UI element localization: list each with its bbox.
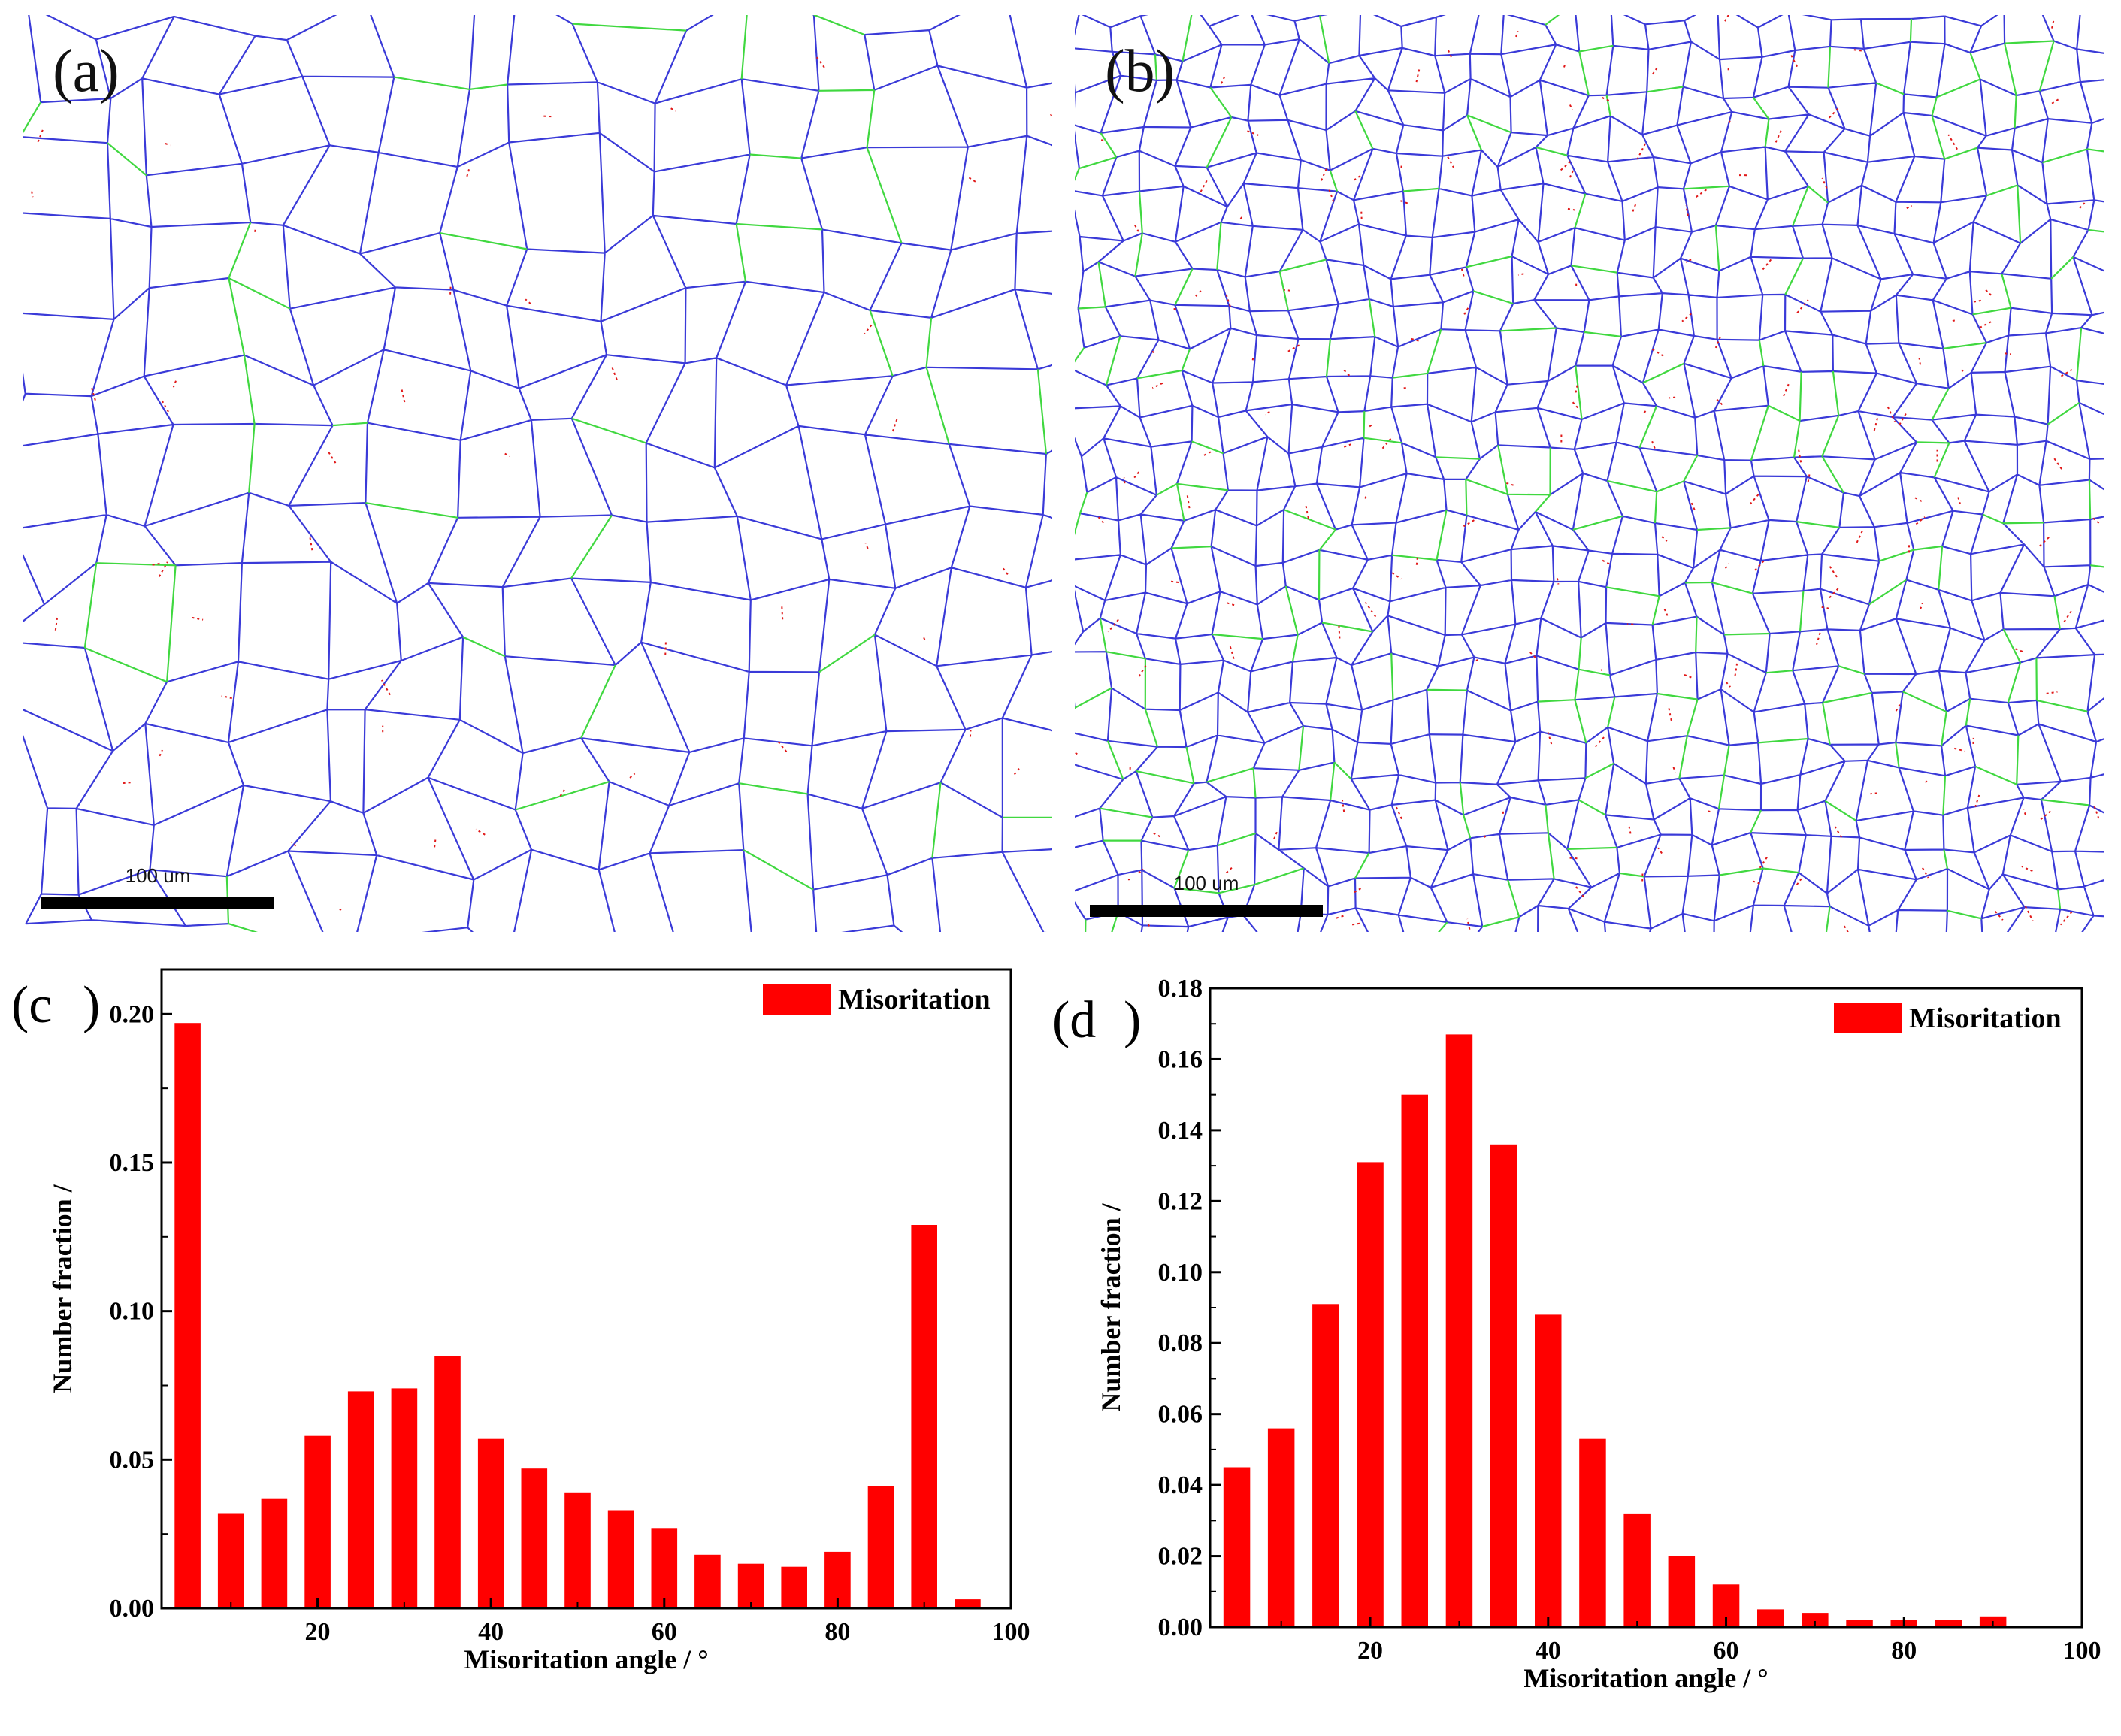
chart-c-legend-swatch — [763, 984, 831, 1015]
panel-label-a: (a) — [53, 38, 120, 104]
chart-d-ytick-label: 0.02 — [1158, 1543, 1203, 1571]
map-a-high-angle-boundaries — [23, 15, 1052, 932]
chart-c-panel-label-close: ) — [83, 976, 100, 1034]
chart-d-xtick-label: 20 — [1357, 1637, 1383, 1665]
chart-c-ytick-label: 0.20 — [110, 1000, 155, 1028]
chart-d-bar-30 — [1445, 1034, 1473, 1627]
chart-c-bar-30 — [391, 1388, 418, 1608]
chart-d-xtick-label: 80 — [1891, 1637, 1917, 1665]
chart-d-ytick-label: 0.14 — [1158, 1117, 1203, 1145]
chart-c-ytick-label: 0.10 — [110, 1298, 155, 1326]
chart-d-ytick-label: 0.00 — [1158, 1614, 1203, 1641]
chart-c-bar-85 — [867, 1486, 894, 1608]
misorientation-histogram-c: 0.00 0.05 0.10 0.15 0.20 20 40 60 80 100 Misoritat… — [11, 968, 1030, 1674]
chart-d-ytick-label: 0.06 — [1158, 1401, 1203, 1429]
chart-c-bar-15 — [261, 1498, 288, 1608]
chart-d-legend-swatch — [1834, 1003, 1902, 1033]
map-b-twin-boundaries — [1075, 15, 2104, 932]
chart-c-xtick-label: 100 — [992, 1618, 1030, 1646]
chart-c-bar-60 — [651, 1528, 678, 1608]
chart-d-ytick-label: 0.10 — [1158, 1259, 1203, 1287]
chart-c-ytick-label: 0.15 — [110, 1149, 155, 1177]
chart-d-xtick-label: 100 — [2063, 1637, 2101, 1665]
chart-c-bar-65 — [694, 1554, 721, 1608]
map-a-low-angle-boundaries — [31, 56, 1052, 912]
chart-d-bar-5 — [1223, 1467, 1251, 1627]
chart-c-bar-20 — [304, 1435, 331, 1608]
scalebar-line-b — [1090, 905, 1323, 917]
chart-c-bar-25 — [347, 1391, 374, 1608]
chart-d-ytick-label: 0.18 — [1158, 975, 1203, 1003]
misorientation-histogram-d: 0.00 0.02 0.04 0.06 0.08 0.10 0.12 0.14 0.16 0.18… — [1052, 975, 2101, 1693]
chart-c-legend-label: Misoritation — [838, 984, 991, 1015]
chart-c-bar-50 — [564, 1492, 591, 1608]
map-a-twin-boundaries — [23, 15, 1052, 932]
chart-d-bar-35 — [1490, 1144, 1517, 1627]
chart-d-bar-25 — [1401, 1094, 1428, 1627]
map-b-high-angle-boundaries — [1075, 15, 2104, 932]
ebsd-map-b — [1075, 15, 2104, 932]
chart-d-bar-65 — [1757, 1609, 1784, 1627]
scalebar-a: 100 um — [41, 864, 274, 917]
chart-d-bar-55 — [1668, 1556, 1696, 1627]
chart-d-bar-50 — [1623, 1513, 1651, 1627]
chart-c-ylabel: Number fraction / — [47, 1184, 77, 1393]
chart-d-bar-85 — [1935, 1620, 1962, 1627]
chart-c-ytick-label: 0.05 — [110, 1446, 155, 1474]
scalebar-b: 100 um — [1090, 872, 1323, 924]
panel-label-b: (b) — [1105, 38, 1175, 104]
grain-boundary-map-a — [23, 15, 1052, 932]
chart-d-panel-label-close: ) — [1124, 991, 1141, 1049]
chart-c-bar-95 — [955, 1599, 981, 1608]
chart-d-bar-10 — [1267, 1428, 1295, 1627]
chart-c-xtick-label: 60 — [652, 1618, 677, 1646]
chart-d-bar-20 — [1357, 1162, 1384, 1627]
chart-d-ylabel: Number fraction / — [1096, 1202, 1126, 1411]
chart-d-ytick-label: 0.16 — [1158, 1045, 1203, 1073]
chart-c: 0.00 0.05 0.10 0.15 0.20 20 40 60 80 100 Misoritat… — [0, 954, 1060, 1736]
chart-c-bar-75 — [781, 1566, 807, 1608]
chart-d-ytick-label: 0.04 — [1158, 1471, 1203, 1499]
chart-c-ytick-label: 0.00 — [110, 1595, 155, 1623]
chart-c-xtick-label: 40 — [478, 1618, 504, 1646]
chart-c-bar-90 — [911, 1225, 937, 1608]
ebsd-map-a — [23, 15, 1052, 932]
chart-c-plot-frame — [160, 968, 1012, 1610]
chart-c-bar-35 — [434, 1356, 461, 1608]
chart-d-panel-label: (d — [1052, 991, 1096, 1049]
scalebar-line-a — [41, 897, 274, 909]
chart-d-ytick-label: 0.12 — [1158, 1187, 1203, 1215]
scalebar-label-a: 100 um — [125, 864, 191, 887]
chart-c-bar-45 — [521, 1468, 548, 1608]
chart-d-xtick-label: 60 — [1714, 1637, 1739, 1665]
chart-d-xlabel: Misoritation angle / ° — [1523, 1663, 1768, 1693]
grain-boundary-map-b — [1075, 15, 2104, 932]
scalebar-label-b: 100 um — [1173, 872, 1239, 894]
chart-d-bar-70 — [1802, 1613, 1829, 1627]
chart-c-xtick-label: 20 — [305, 1618, 331, 1646]
chart-d-bar-45 — [1579, 1438, 1606, 1627]
chart-d-bar-40 — [1535, 1314, 1562, 1627]
chart-d-ytick-label: 0.08 — [1158, 1329, 1203, 1357]
chart-d-bar-75 — [1846, 1620, 1873, 1627]
chart-d-bar-15 — [1312, 1304, 1339, 1627]
chart-c-bar-10 — [217, 1513, 244, 1608]
chart-d-legend-label: Misoritation — [1909, 1003, 2062, 1034]
chart-c-bar-5 — [174, 1023, 201, 1608]
chart-d: 0.00 0.02 0.04 0.06 0.08 0.10 0.12 0.14 0.16 0.18… — [1052, 954, 2121, 1736]
chart-c-bar-55 — [607, 1510, 634, 1608]
chart-d-xtick-label: 40 — [1536, 1637, 1561, 1665]
map-b-low-angle-boundaries — [1075, 15, 2104, 932]
chart-c-xlabel: Misoritation angle / ° — [464, 1644, 708, 1674]
chart-c-panel-label: (c — [11, 976, 52, 1034]
chart-c-bar-70 — [737, 1563, 764, 1608]
chart-c-xtick-label: 80 — [824, 1618, 850, 1646]
chart-c-bar-40 — [477, 1438, 504, 1608]
